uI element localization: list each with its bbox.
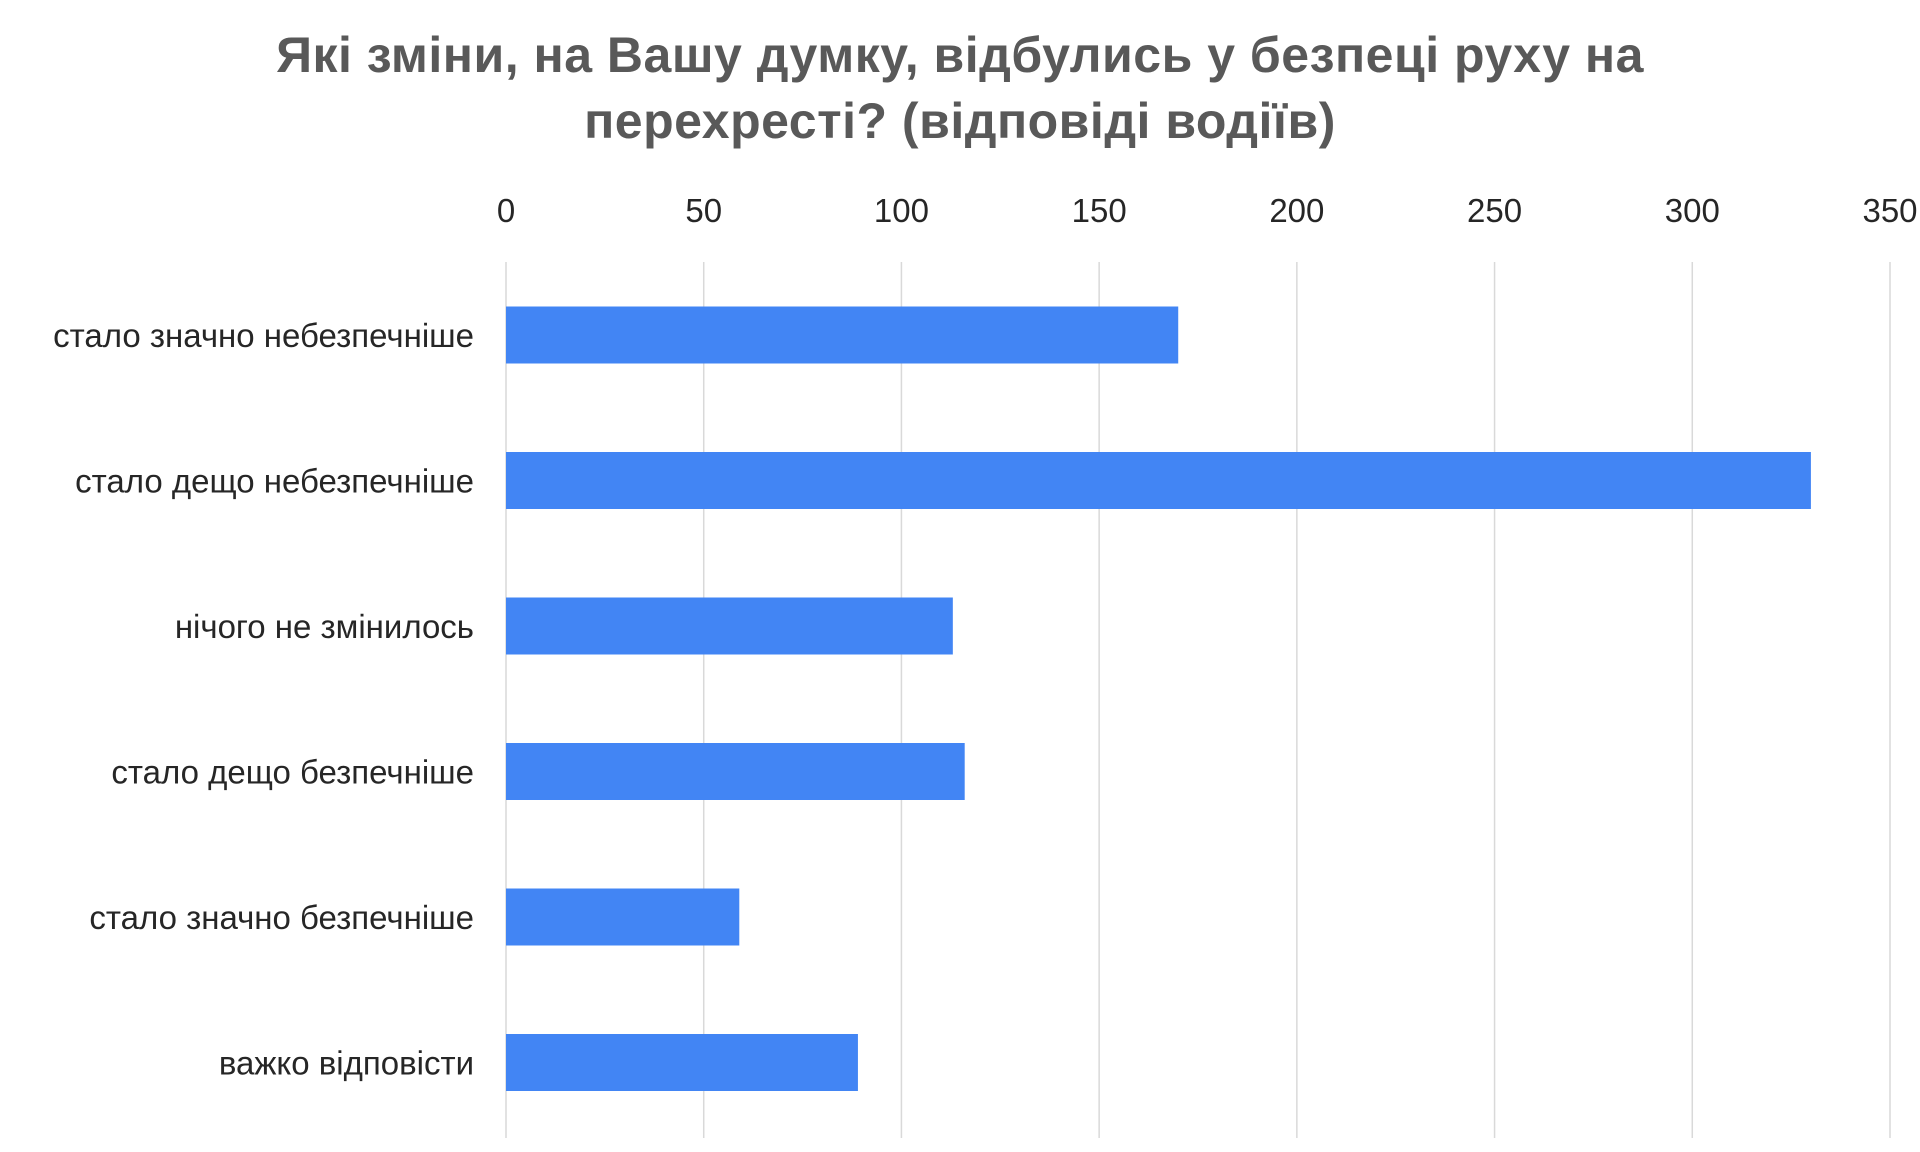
x-tick-label: 50 bbox=[685, 192, 722, 229]
bar-6 bbox=[506, 1034, 858, 1091]
x-tick-label: 200 bbox=[1269, 192, 1324, 229]
chart-title-line-1: Які зміни, на Вашу думку, відбулись у бе… bbox=[276, 27, 1644, 83]
category-label: стало дещо безпечніше bbox=[111, 754, 474, 791]
bar-5 bbox=[506, 888, 740, 946]
bar-1 bbox=[506, 306, 1179, 364]
x-tick-label: 300 bbox=[1665, 192, 1720, 229]
chart-title-line-2: перехресті? (відповіді водіїв) bbox=[584, 93, 1336, 149]
x-tick-label: 100 bbox=[874, 192, 929, 229]
x-tick-label: 0 bbox=[497, 192, 515, 229]
bars bbox=[506, 306, 1811, 1091]
bar-2 bbox=[506, 452, 1811, 509]
x-axis-ticks: 0 50 100 150 200 250 300 350 bbox=[497, 192, 1918, 229]
category-label: важко відповісти bbox=[219, 1045, 474, 1082]
category-label: стало дещо небезпечніше bbox=[75, 463, 474, 500]
x-tick-label: 350 bbox=[1862, 192, 1917, 229]
category-label: стало значно небезпечніше bbox=[53, 317, 474, 354]
category-labels: стало значно небезпечніше стало дещо небе… bbox=[53, 317, 474, 1082]
category-label: стало значно безпечніше bbox=[89, 899, 474, 936]
category-label: нічого не змінилось bbox=[175, 608, 474, 645]
gridlines bbox=[505, 262, 1891, 1138]
bar-3 bbox=[506, 597, 953, 655]
bar-4 bbox=[506, 743, 965, 800]
x-tick-label: 150 bbox=[1072, 192, 1127, 229]
chart-title: Які зміни, на Вашу думку, відбулись у бе… bbox=[0, 22, 1920, 154]
x-tick-label: 250 bbox=[1467, 192, 1522, 229]
